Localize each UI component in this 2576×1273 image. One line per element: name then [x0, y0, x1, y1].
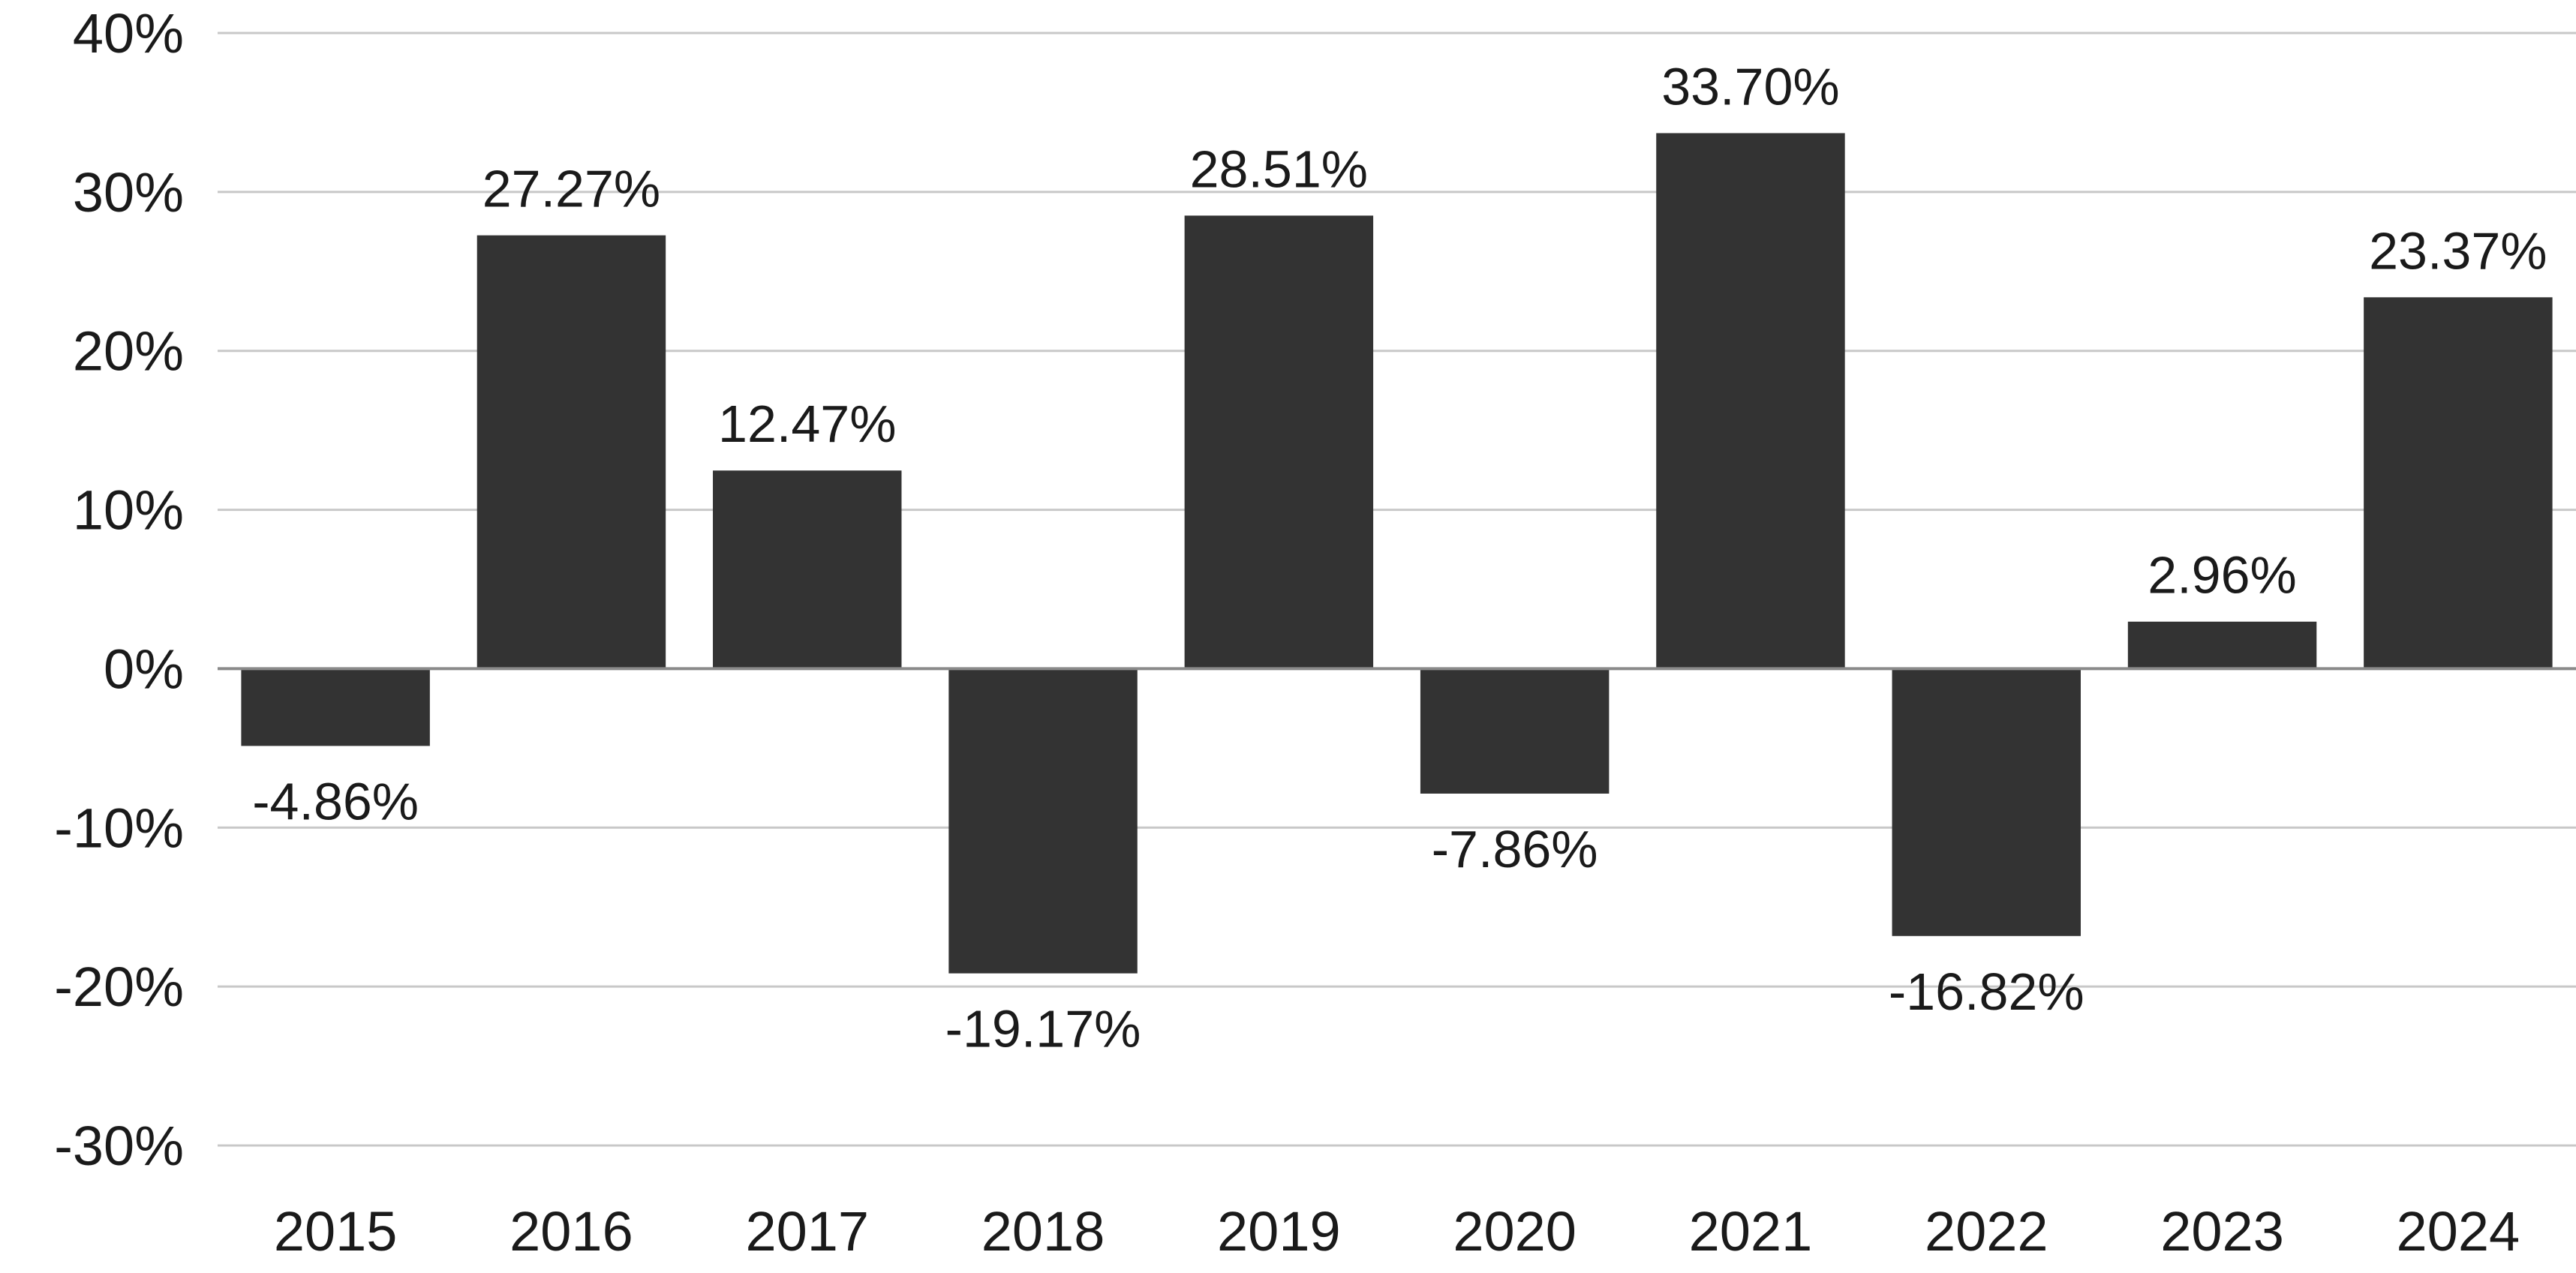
data-label: 23.37%	[2369, 221, 2547, 280]
y-tick-label: 30%	[73, 161, 184, 224]
y-tick-label: 0%	[104, 638, 184, 700]
x-tick-label: 2018	[981, 1200, 1105, 1262]
data-label: 2.96%	[2148, 546, 2296, 605]
y-tick-label: -30%	[54, 1115, 184, 1177]
x-axis-ticks: 2015 2016 2017 2018 2019 2020 2021 2022 2023 2024	[274, 1200, 2520, 1262]
x-tick-label: 2022	[1925, 1200, 2048, 1262]
data-label: 33.70%	[1661, 57, 1839, 116]
data-label: -4.86%	[252, 772, 419, 830]
x-tick-label: 2020	[1453, 1200, 1577, 1262]
bar-2017	[713, 470, 902, 669]
data-labels: -4.86% 27.27% 12.47% -19.17% 28.51% -7.86% 33.…	[252, 57, 2547, 1058]
x-tick-label: 2017	[745, 1200, 869, 1262]
data-label: 12.47%	[718, 395, 896, 453]
bar-2024	[2364, 297, 2553, 669]
bar-2022	[1892, 668, 2081, 936]
bar-2016	[476, 235, 666, 669]
data-label: -16.82%	[1889, 962, 2085, 1021]
bars	[241, 133, 2553, 974]
bar-2015	[241, 668, 430, 746]
bar-2019	[1184, 215, 1374, 669]
x-tick-label: 2019	[1217, 1200, 1341, 1262]
y-axis-ticks: 40% 30% 20% 10% 0% -10% -20% -30%	[54, 2, 184, 1177]
bar-2020	[1420, 668, 1610, 794]
bar-2021	[1656, 133, 1845, 669]
data-label: -19.17%	[945, 1000, 1141, 1058]
x-tick-label: 2015	[274, 1200, 398, 1262]
y-tick-label: 20%	[73, 320, 184, 383]
bar-2023	[2127, 621, 2317, 669]
x-tick-label: 2021	[1689, 1200, 1813, 1262]
data-label: 28.51%	[1190, 140, 1368, 198]
y-tick-label: 10%	[73, 479, 184, 542]
x-tick-label: 2016	[509, 1200, 633, 1262]
data-label: -7.86%	[1432, 820, 1598, 878]
y-tick-label: -10%	[54, 797, 184, 859]
x-tick-label: 2023	[2160, 1200, 2284, 1262]
data-label: 27.27%	[482, 160, 660, 218]
y-tick-label: 40%	[73, 2, 184, 65]
y-tick-label: -20%	[54, 956, 184, 1018]
x-tick-label: 2024	[2397, 1200, 2520, 1262]
bar-2018	[948, 668, 1138, 974]
